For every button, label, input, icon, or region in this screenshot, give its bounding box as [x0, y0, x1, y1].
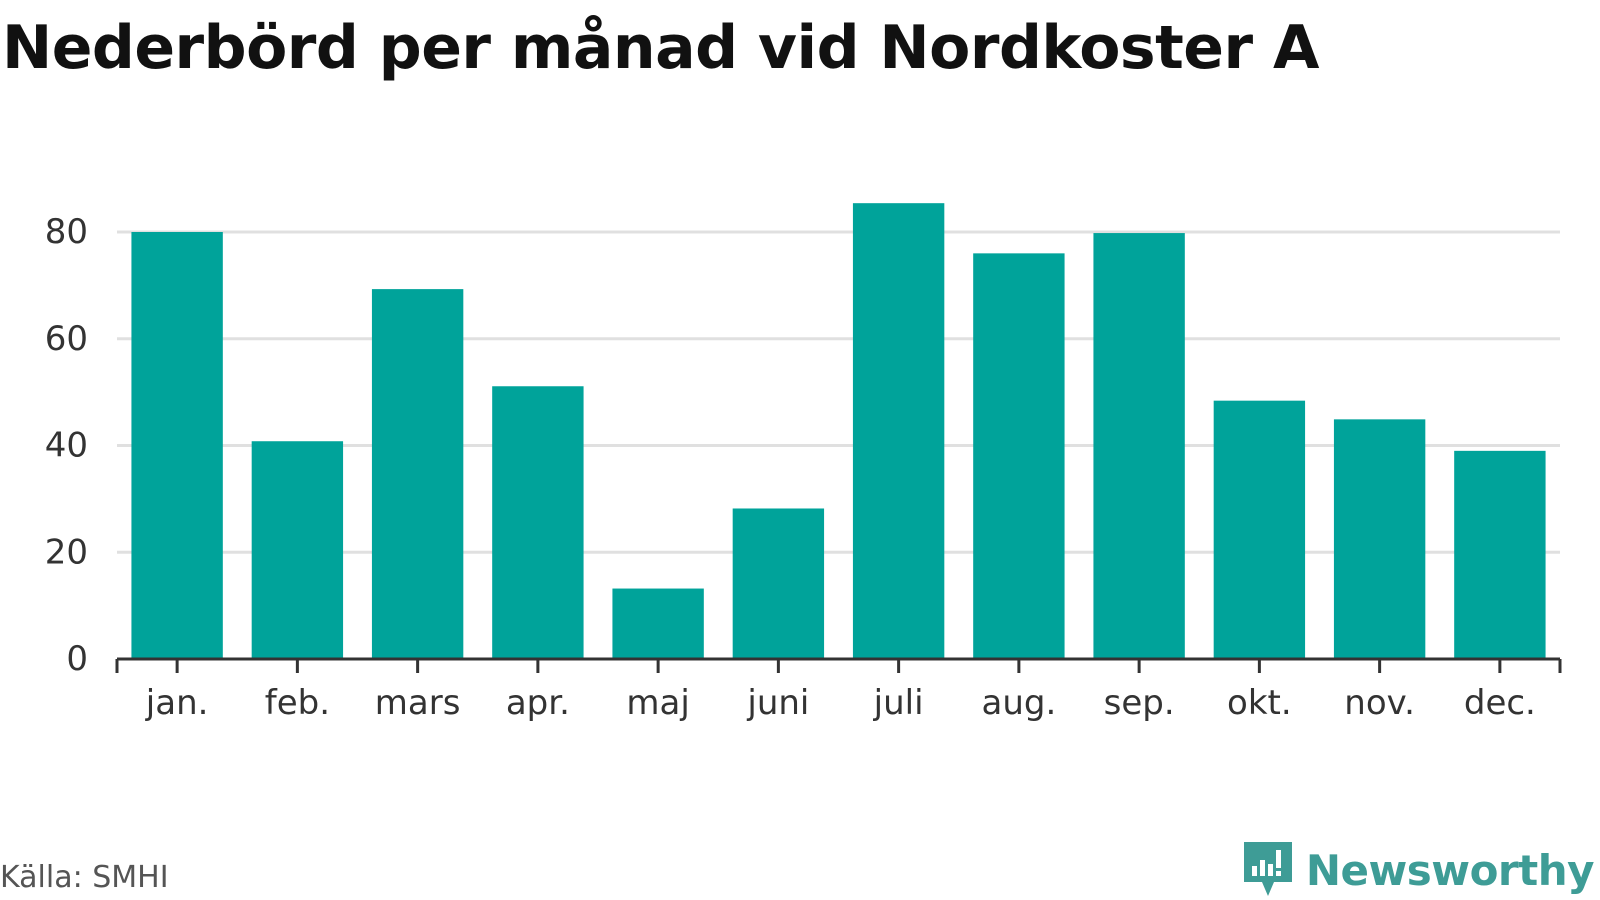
y-axis-tick-labels: 0 20 40 60 80	[45, 212, 88, 679]
y-tick-label: 40	[45, 426, 88, 466]
bar	[371, 289, 464, 659]
x-tick-label: maj	[626, 683, 689, 723]
bar	[732, 508, 825, 659]
x-tick-label: nov.	[1344, 683, 1415, 723]
x-tick-label: dec.	[1464, 683, 1536, 723]
x-axis	[115, 657, 1562, 673]
bar	[1093, 233, 1185, 659]
x-tick-label: juli	[873, 683, 924, 723]
bar	[131, 232, 223, 659]
bar	[251, 441, 344, 659]
x-tick-label: aug.	[981, 683, 1056, 723]
x-tick-label: jan.	[145, 683, 209, 723]
x-tick-label: apr.	[506, 683, 570, 723]
source-note: Källa: SMHI	[0, 860, 169, 895]
x-tick-label: okt.	[1227, 683, 1292, 723]
bar	[492, 386, 584, 659]
bars	[131, 203, 1546, 660]
bar	[973, 253, 1065, 659]
bar	[1213, 400, 1306, 659]
x-tick-label: sep.	[1104, 683, 1175, 723]
y-tick-label: 0	[66, 639, 88, 679]
x-tick-label: juni	[746, 683, 809, 723]
gridlines	[117, 230, 1560, 554]
x-axis-tick-labels: jan. feb. mars apr. maj juni juli aug. sep. okt. n…	[145, 683, 1536, 723]
y-tick-label: 60	[45, 319, 88, 359]
y-tick-label: 80	[45, 212, 88, 252]
bar	[1454, 450, 1546, 659]
newsworthy-logo-icon	[1242, 838, 1294, 900]
x-tick-label: feb.	[265, 683, 330, 723]
brand-logo: Newsworthy	[1242, 838, 1595, 900]
y-tick-label: 20	[45, 532, 88, 572]
bar	[612, 588, 704, 659]
x-tick-label: mars	[375, 683, 461, 723]
bar	[1333, 419, 1426, 659]
chart-title: Nederbörd per månad vid Nordkoster A	[2, 13, 1319, 83]
brand-name: Newsworthy	[1305, 845, 1595, 895]
bar	[852, 203, 945, 660]
